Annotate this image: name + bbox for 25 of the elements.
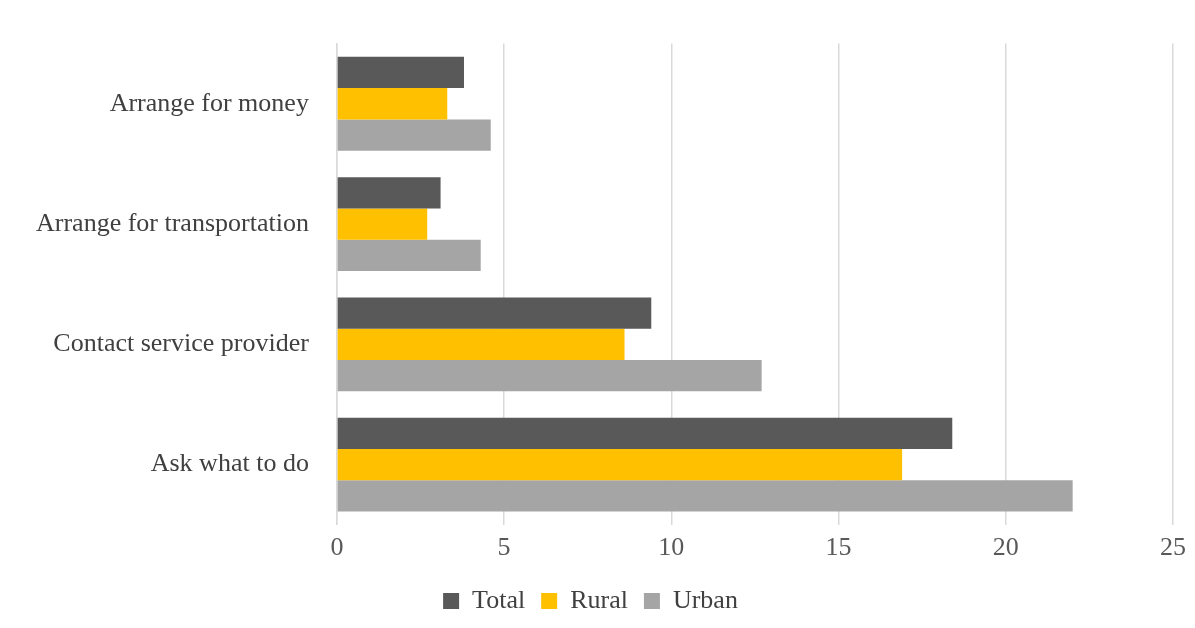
y-tick-label: Ask what to do: [150, 448, 309, 478]
legend-label: Rural: [570, 584, 628, 614]
bar: [337, 88, 448, 120]
bar: [337, 417, 953, 450]
x-tick-label: 10: [658, 532, 685, 562]
y-tick-label: Arrange for transportation: [35, 207, 309, 237]
legend-label: Urban: [672, 584, 738, 614]
legend-label: Total: [472, 584, 526, 614]
x-tick-label: 0: [330, 532, 344, 562]
bar: [337, 449, 903, 481]
bar: [337, 177, 441, 209]
bar: [337, 480, 1073, 512]
bar: [337, 56, 464, 89]
bar: [337, 297, 652, 329]
bar: [337, 239, 481, 271]
bar: [337, 119, 491, 151]
x-tick-label: 25: [1160, 532, 1186, 562]
x-tick-label: 15: [825, 532, 852, 562]
y-tick-label: Contact service provider: [53, 328, 310, 358]
bar: [337, 359, 762, 392]
bar: [337, 208, 428, 240]
x-tick-label: 5: [497, 532, 511, 562]
y-tick-label: Arrange for money: [109, 87, 309, 117]
bar: [337, 328, 625, 360]
x-tick-label: 20: [992, 532, 1019, 562]
